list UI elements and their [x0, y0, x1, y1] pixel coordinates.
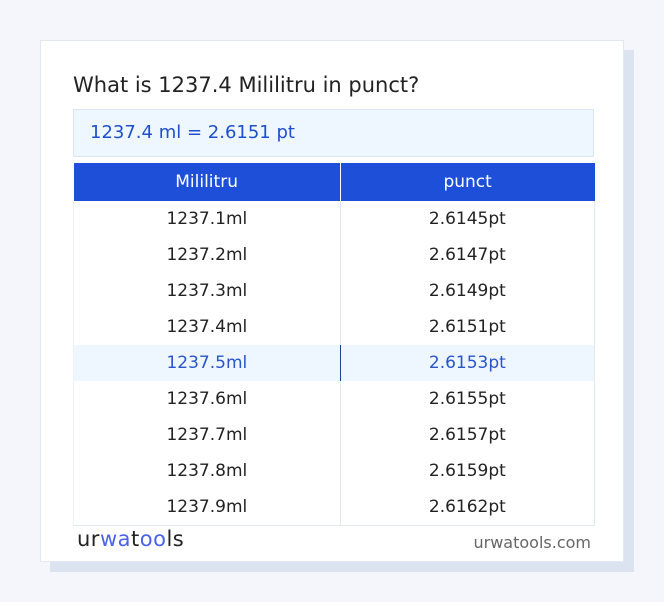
mililitru-cell: 1237.7ml	[73, 417, 341, 453]
table-row: 1237.2ml 2.6147pt	[73, 237, 596, 273]
table-row: 1237.7ml 2.6157pt	[73, 417, 596, 453]
punct-cell: 2.6145pt	[340, 201, 596, 237]
page-title: What is 1237.4 Mililitru in punct?	[73, 73, 420, 97]
mililitru-cell: 1237.2ml	[73, 237, 341, 273]
table-row: 1237.9ml 2.6162pt	[73, 489, 596, 526]
mililitru-cell: 1237.6ml	[73, 381, 341, 417]
punct-cell: 2.6147pt	[340, 237, 596, 273]
punct-cell: 2.6162pt	[340, 489, 596, 526]
mililitru-cell: 1237.4ml	[73, 309, 341, 345]
column-header-mililitru: Mililitru	[73, 163, 341, 201]
punct-cell: 2.6159pt	[340, 453, 596, 489]
site-link[interactable]: urwatools.com	[473, 533, 592, 552]
table-row: 1237.6ml 2.6155pt	[73, 381, 596, 417]
punct-cell: 2.6155pt	[340, 381, 596, 417]
punct-cell: 2.6153pt	[340, 345, 596, 381]
punct-cell: 2.6149pt	[340, 273, 596, 309]
mililitru-cell: 1237.8ml	[73, 453, 341, 489]
mililitru-cell: 1237.9ml	[73, 489, 341, 526]
punct-cell: 2.6151pt	[340, 309, 596, 345]
table-row: 1237.8ml 2.6159pt	[73, 453, 596, 489]
table-row: 1237.5ml 2.6153pt	[73, 345, 596, 381]
table-row: 1237.4ml 2.6151pt	[73, 309, 596, 345]
punct-cell: 2.6157pt	[340, 417, 596, 453]
mililitru-cell: 1237.5ml	[73, 345, 341, 381]
conversion-result: 1237.4 ml = 2.6151 pt	[73, 109, 594, 157]
column-header-punct: punct	[340, 163, 595, 201]
table-row: 1237.3ml 2.6149pt	[73, 273, 596, 309]
table-row: 1237.1ml 2.6145pt	[73, 201, 596, 237]
mililitru-cell: 1237.3ml	[73, 273, 341, 309]
conversion-table: Mililitru punct 1237.1ml 2.6145pt 1237.2ml…	[73, 163, 596, 526]
converter-card: What is 1237.4 Mililitru in punct? 1237.…	[40, 40, 624, 562]
mililitru-cell: 1237.1ml	[73, 201, 341, 237]
urwatools-logo[interactable]: urwatools	[77, 527, 185, 551]
